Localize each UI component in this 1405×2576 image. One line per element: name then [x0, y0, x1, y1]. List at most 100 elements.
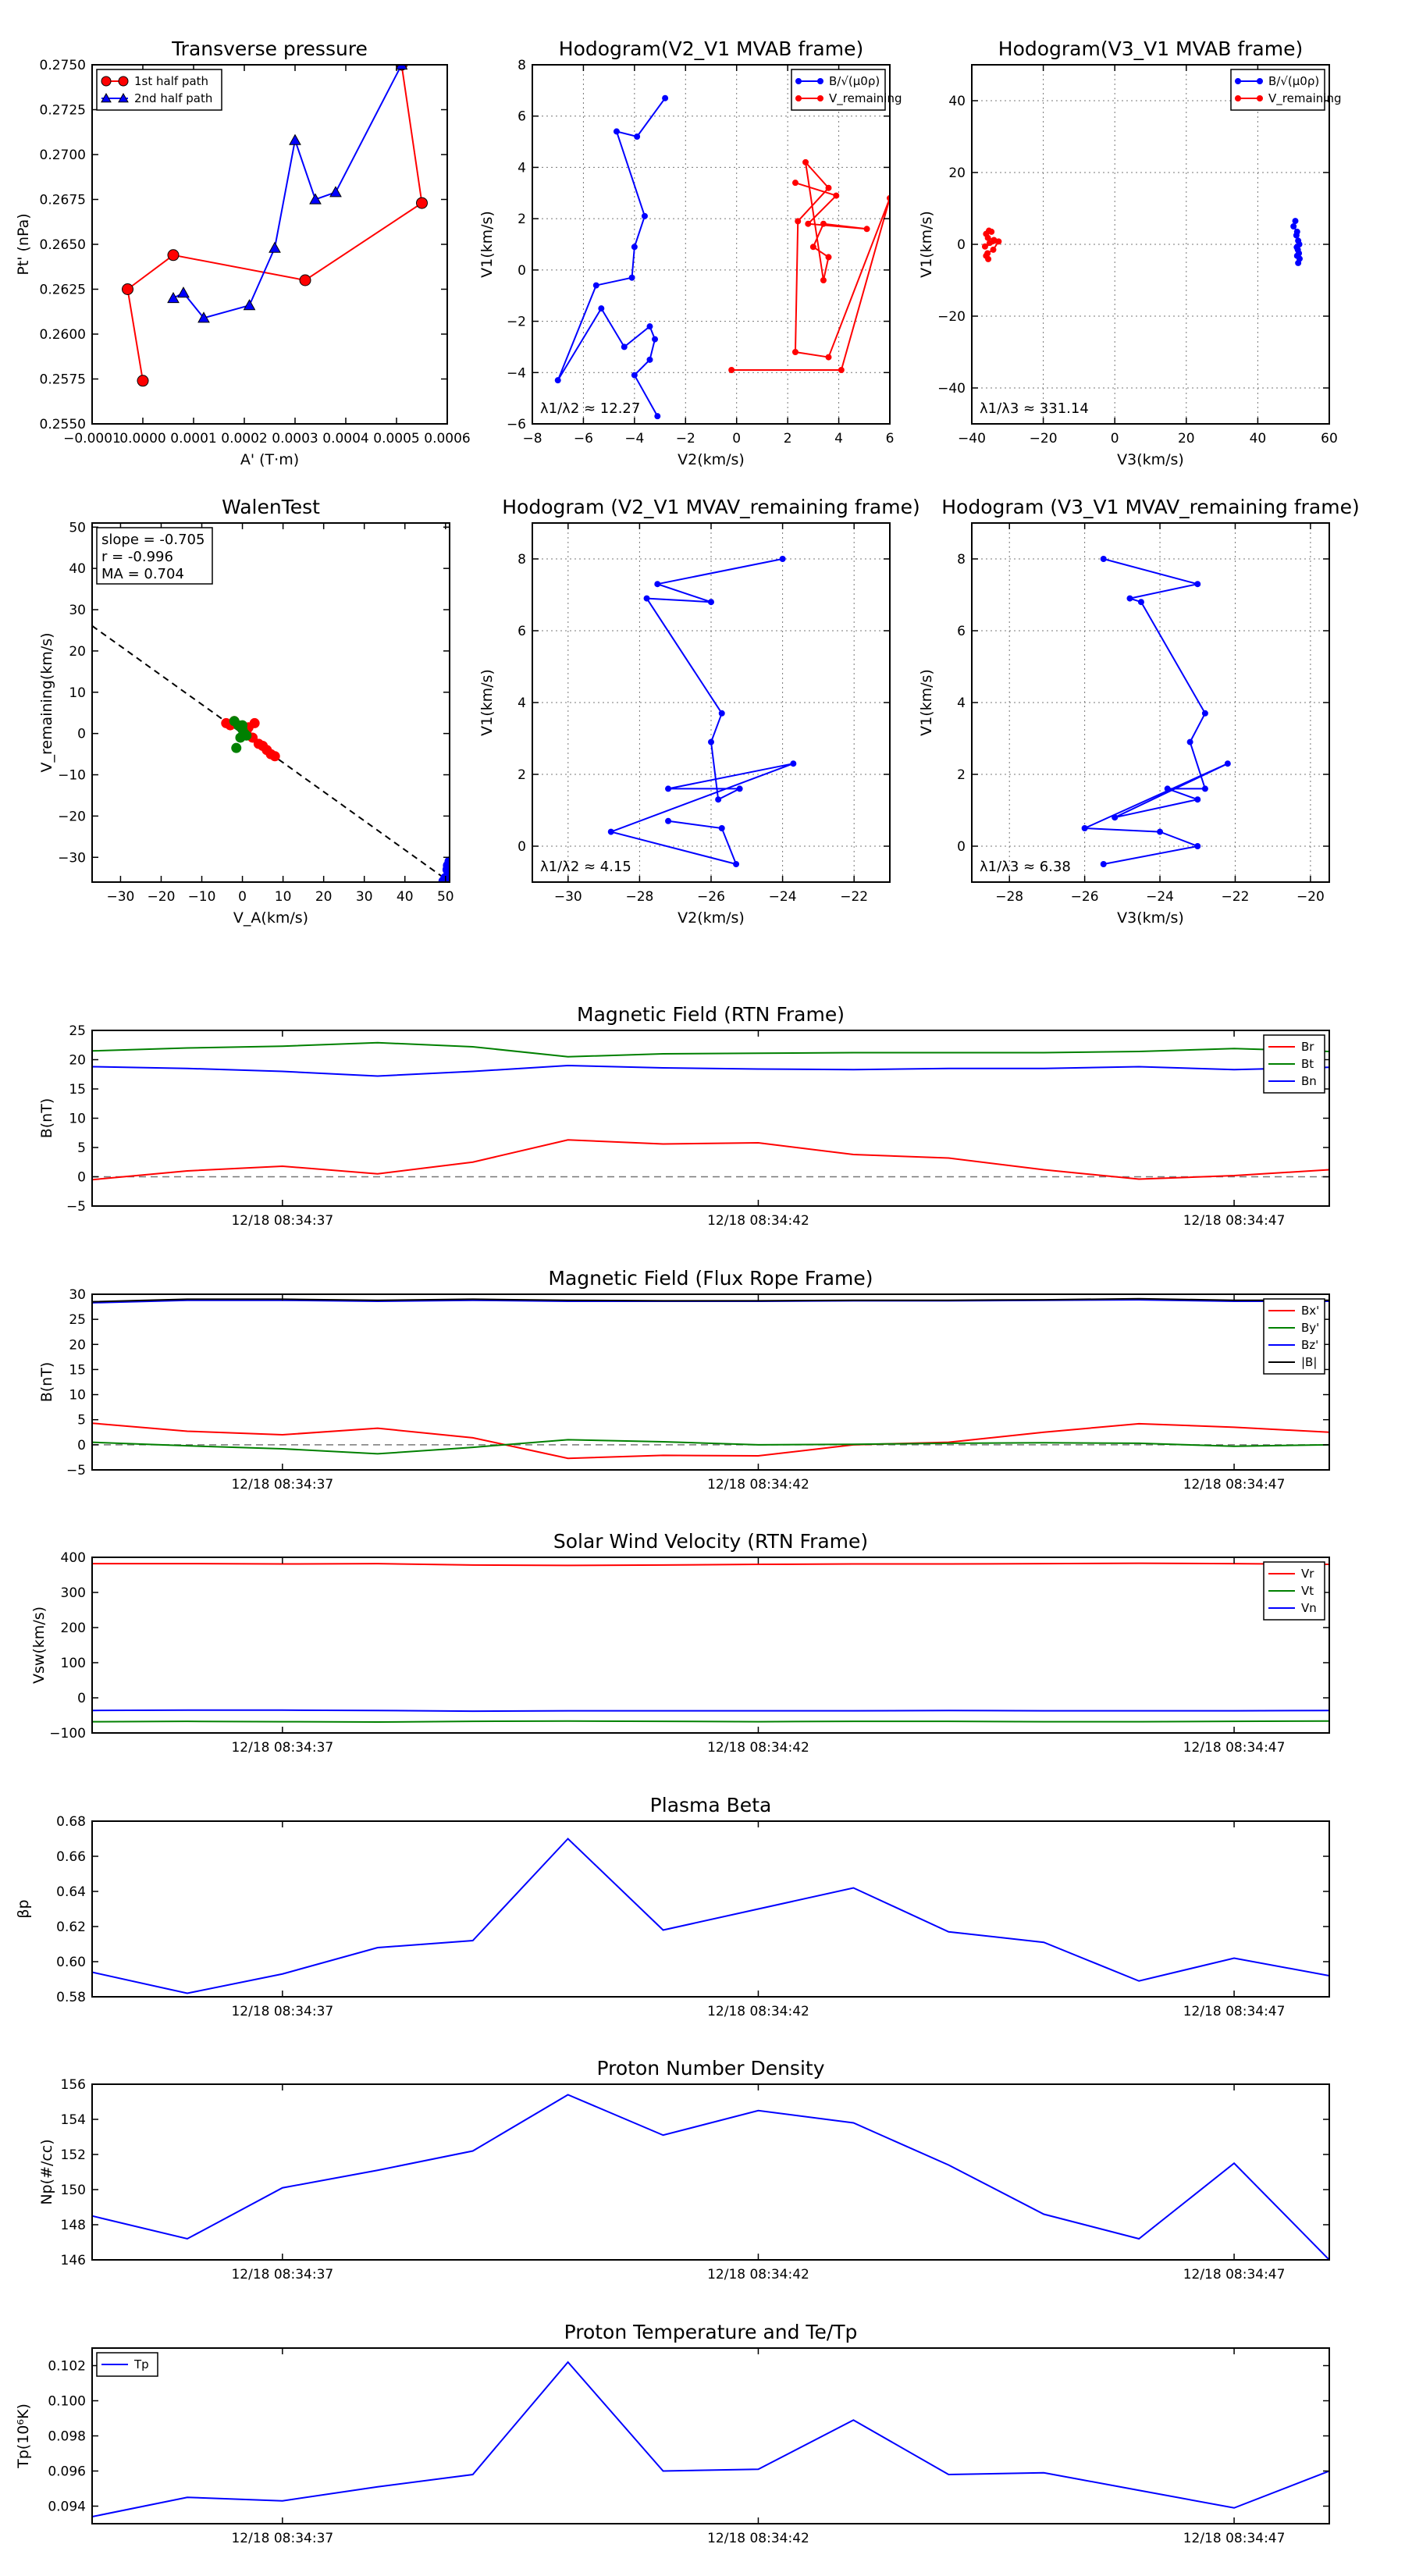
x-axis-label: V2(km/s) [678, 451, 745, 468]
x-axis-label: V3(km/s) [1117, 909, 1184, 927]
x-tick-label: 6 [886, 431, 895, 447]
data-point [820, 277, 827, 283]
y-axis-label: V1(km/s) [918, 211, 935, 278]
y-tick-label: 0.096 [48, 2464, 86, 2480]
x-tick-label: −30 [106, 889, 134, 905]
y-tick-label: 0 [77, 1170, 86, 1186]
x-tick-label: 2 [784, 431, 792, 447]
data-point [733, 861, 740, 867]
data-point [1290, 223, 1297, 229]
data-point [235, 732, 246, 743]
legend-label: V_remaining [829, 91, 902, 106]
y-tick-label: 20 [69, 1053, 86, 1069]
y-tick-label: 20 [69, 1337, 86, 1353]
series-bt [92, 1041, 1329, 1058]
data-point [269, 751, 280, 762]
chart-proton_number_density: Proton Number Density 12/18 08:34:37 12/18… [38, 2057, 1330, 2282]
y-tick-label: 0 [518, 839, 526, 855]
y-axis-label: V1(km/s) [478, 669, 496, 736]
x-tick-label: −8 [522, 431, 542, 447]
y-tick-label: 25 [69, 1312, 86, 1328]
y-tick-label: 0.2725 [40, 103, 86, 119]
chart-walen_test: WalenTest −30 −20 −10 0 10 20 30 40 50 −30 −20 −10 0 1… [38, 496, 454, 927]
eigenvalue-ratio-annotation: λ1/λ2 ≈ 12.27 [540, 400, 640, 417]
y-tick-label: 10 [69, 685, 86, 701]
plot-frame [91, 522, 450, 883]
data-point [863, 226, 870, 233]
y-tick-label: 6 [957, 624, 966, 639]
plot-frame [91, 2083, 1330, 2261]
series-bx- [92, 1422, 1329, 1460]
legend-frame [1230, 69, 1325, 111]
data-point [177, 286, 190, 298]
legend-label: By' [1301, 1321, 1319, 1335]
x-tick-label: 40 [1250, 431, 1267, 447]
data-point [598, 305, 605, 312]
x-tick-label: 0 [732, 431, 741, 447]
chart-magnetic_field_rtn: Magnetic Field (RTN Frame) 12/18 08:34:37… [38, 1003, 1330, 1229]
data-point [613, 128, 620, 135]
data-point [299, 274, 311, 286]
x-tick-label: −22 [1222, 889, 1250, 905]
y-tick-label: 6 [518, 624, 526, 639]
x-tick-label: −4 [624, 431, 644, 447]
y-tick-label: 156 [61, 2077, 86, 2093]
data-point [1137, 599, 1144, 606]
series-br [92, 1139, 1329, 1181]
y-tick-label: −4 [507, 365, 526, 381]
y-tick-label: 0.66 [56, 1849, 86, 1865]
data-point [628, 274, 635, 281]
data-point [986, 240, 993, 247]
x-tick-label: 4 [834, 431, 843, 447]
data-point [631, 372, 638, 379]
series-line [92, 1709, 1329, 1713]
series-line [608, 558, 794, 866]
x-tick-label: −2 [676, 431, 695, 447]
legend-label: B/√(μ0ρ) [1268, 74, 1319, 88]
y-tick-label: 0 [957, 237, 966, 253]
eigenvalue-ratio-annotation: λ1/λ3 ≈ 6.38 [980, 859, 1071, 875]
chart-plasma_beta: Plasma Beta 12/18 08:34:37 12/18 08:34:42 1… [15, 1794, 1330, 2019]
plot-frame [91, 2347, 1330, 2524]
data-point [736, 785, 743, 792]
x-tick-label: 12/18 08:34:37 [231, 1477, 333, 1493]
legend: 1st half path 2nd half path [96, 69, 222, 111]
legend-label: Bn [1301, 1074, 1317, 1088]
data-point [1295, 259, 1302, 266]
legend-label: V_remaining [1268, 91, 1342, 106]
x-tick-label: −40 [958, 431, 986, 447]
series-line [92, 1720, 1329, 1724]
data-point [654, 581, 661, 588]
chart-title: Magnetic Field (RTN Frame) [577, 1003, 845, 1026]
chart-proton_temperature: Proton Temperature and Te/Tp 12/18 08:34:… [15, 2321, 1330, 2546]
y-tick-label: −6 [507, 417, 526, 432]
y-tick-label: −5 [66, 1199, 86, 1215]
data-point [718, 825, 725, 831]
series-b-0- [554, 94, 669, 420]
x-tick-label: 12/18 08:34:47 [1183, 2004, 1286, 2019]
y-tick-label: 0.64 [56, 1884, 86, 1900]
x-tick-label: −26 [697, 889, 725, 905]
chart-hodogram_v3_v1_mvav: Hodogram (V3_V1 MVAV_remaining frame) −28… [918, 496, 1360, 927]
data-point [654, 413, 661, 420]
chart-hodogram_v2_v1_mvav: Hodogram (V2_V1 MVAV_remaining frame) −30… [478, 496, 920, 927]
y-tick-label: 20 [69, 644, 86, 660]
data-point [825, 184, 832, 191]
chart-title: Hodogram (V2_V1 MVAV_remaining frame) [502, 496, 920, 518]
y-tick-label: 0 [77, 1691, 86, 1706]
x-tick-label: 0.0001 [170, 431, 216, 447]
x-tick-label: 12/18 08:34:42 [707, 1477, 809, 1493]
legend-label: Bx' [1301, 1304, 1319, 1318]
legend-marker [1257, 95, 1263, 101]
data-point [631, 244, 638, 251]
x-axis-label: A' (T·m) [240, 451, 299, 468]
y-tick-label: 5 [77, 1413, 86, 1429]
series-bn [92, 1064, 1329, 1077]
y-tick-label: 0.2550 [40, 417, 86, 432]
data-point [728, 367, 735, 373]
x-tick-label: 0.0006 [424, 431, 470, 447]
data-point [444, 856, 450, 867]
y-tick-label: 148 [61, 2218, 86, 2233]
y-tick-label: 0 [957, 839, 966, 855]
